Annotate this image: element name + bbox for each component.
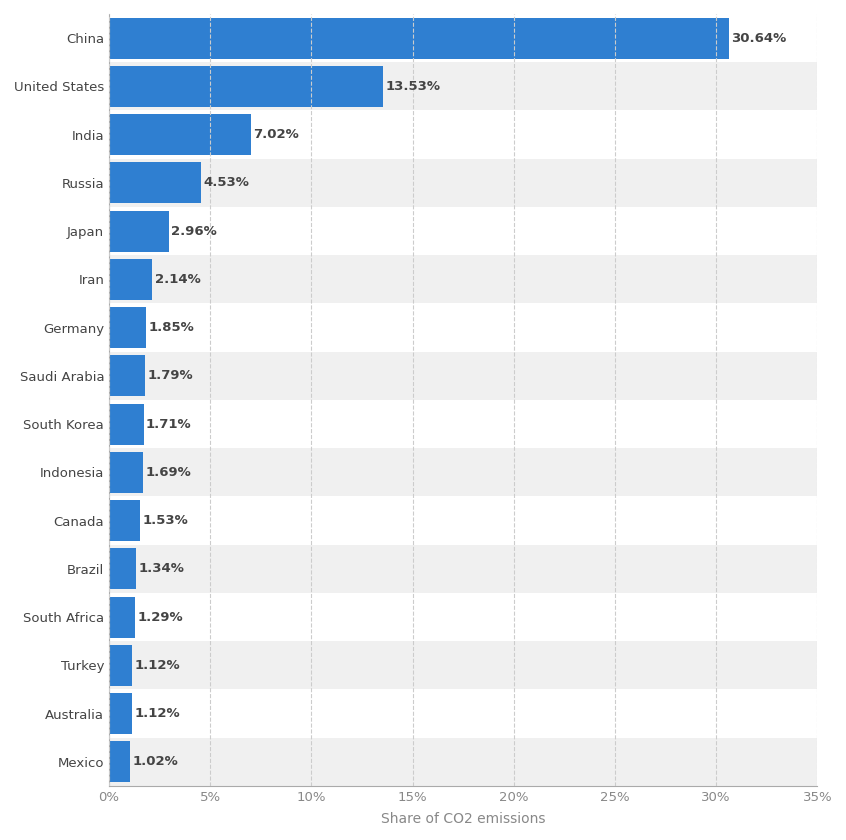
Bar bbox=[109, 207, 817, 255]
Bar bbox=[109, 307, 146, 348]
Bar bbox=[109, 645, 132, 685]
Bar bbox=[109, 641, 817, 690]
Text: 7.02%: 7.02% bbox=[254, 128, 299, 141]
Bar bbox=[109, 693, 132, 734]
Bar bbox=[109, 452, 143, 493]
Bar bbox=[109, 544, 817, 593]
Bar bbox=[109, 303, 817, 352]
Text: 1.34%: 1.34% bbox=[139, 562, 184, 575]
X-axis label: Share of CO2 emissions: Share of CO2 emissions bbox=[381, 812, 546, 826]
Text: 4.53%: 4.53% bbox=[203, 176, 249, 189]
Bar bbox=[109, 355, 146, 396]
Bar bbox=[109, 18, 729, 59]
Text: 2.96%: 2.96% bbox=[172, 224, 217, 238]
Bar bbox=[109, 162, 201, 203]
Text: 1.12%: 1.12% bbox=[135, 707, 179, 720]
Bar bbox=[109, 403, 144, 444]
Bar bbox=[109, 259, 152, 300]
Text: 1.02%: 1.02% bbox=[132, 755, 178, 769]
Bar bbox=[109, 62, 817, 110]
Text: 30.64%: 30.64% bbox=[732, 32, 787, 45]
Bar bbox=[109, 690, 817, 738]
Text: 1.85%: 1.85% bbox=[149, 321, 195, 334]
Bar bbox=[109, 211, 169, 251]
Text: 1.71%: 1.71% bbox=[146, 417, 192, 431]
Bar bbox=[109, 549, 136, 590]
Bar bbox=[109, 66, 382, 107]
Text: 1.79%: 1.79% bbox=[148, 370, 193, 382]
Bar bbox=[109, 449, 817, 496]
Text: 1.29%: 1.29% bbox=[138, 611, 184, 623]
Bar bbox=[109, 738, 817, 786]
Text: 2.14%: 2.14% bbox=[155, 273, 201, 286]
Bar bbox=[109, 159, 817, 207]
Text: 1.53%: 1.53% bbox=[142, 514, 188, 527]
Text: 1.69%: 1.69% bbox=[146, 466, 191, 479]
Text: 1.12%: 1.12% bbox=[135, 659, 179, 672]
Bar bbox=[109, 496, 817, 544]
Bar bbox=[109, 255, 817, 303]
Bar bbox=[109, 110, 817, 159]
Bar bbox=[109, 500, 140, 541]
Bar bbox=[109, 596, 135, 638]
Bar bbox=[109, 741, 129, 782]
Bar bbox=[109, 114, 251, 155]
Bar bbox=[109, 593, 817, 641]
Bar bbox=[109, 400, 817, 449]
Bar bbox=[109, 14, 817, 62]
Bar bbox=[109, 352, 817, 400]
Text: 13.53%: 13.53% bbox=[385, 80, 440, 92]
